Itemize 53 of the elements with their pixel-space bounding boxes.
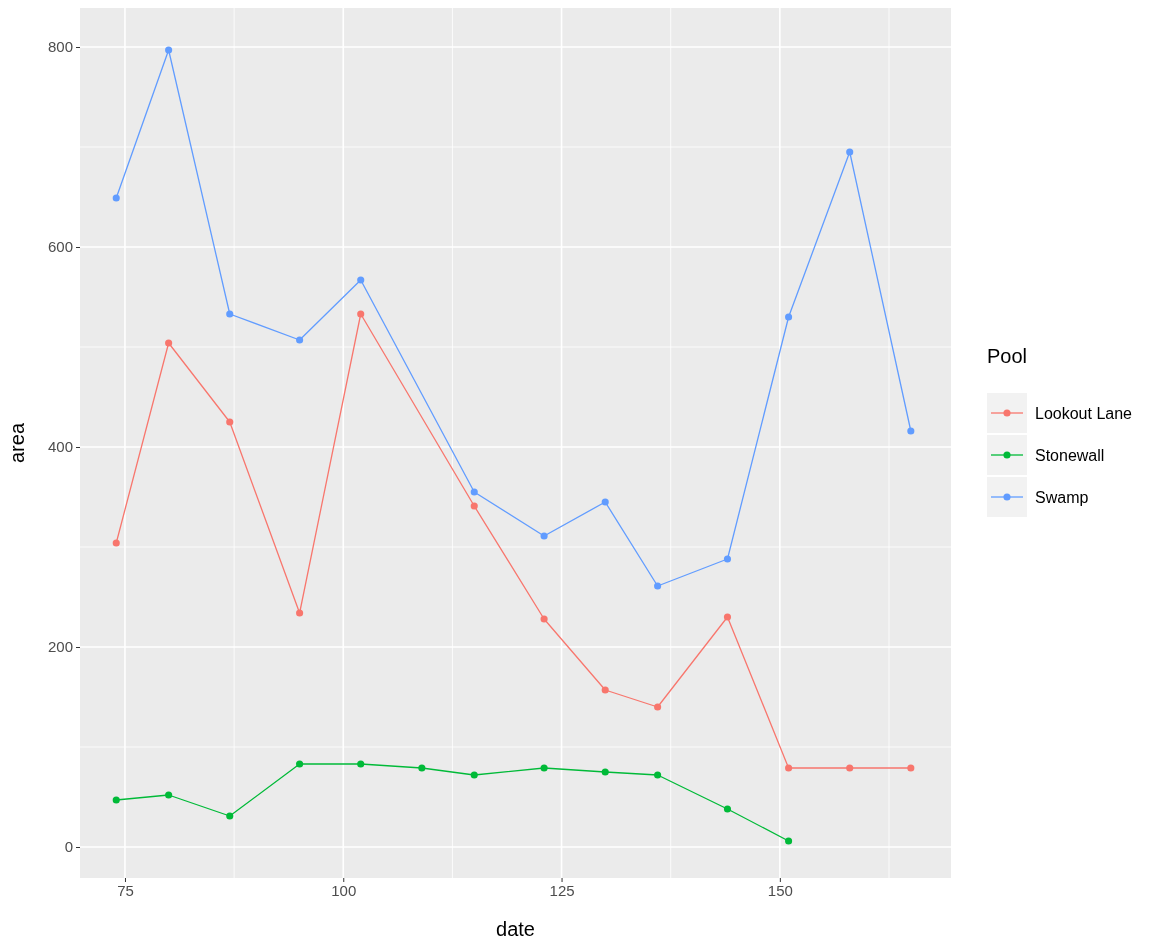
point	[785, 837, 793, 845]
x-axis-title: date	[496, 918, 535, 940]
legend-label: Stonewall	[1035, 447, 1105, 464]
point	[723, 613, 732, 621]
point	[601, 498, 609, 506]
point	[226, 812, 234, 820]
point	[540, 764, 548, 772]
legend-label: Swamp	[1035, 489, 1089, 506]
point	[785, 313, 793, 321]
y-axis-title: area	[6, 422, 28, 464]
y-tick-label: 200	[47, 638, 73, 656]
point	[723, 555, 732, 563]
y-tick-label: 400	[47, 438, 73, 456]
point	[654, 582, 662, 590]
point	[165, 791, 173, 799]
legend-label: Lookout Lane	[1035, 405, 1133, 422]
point	[723, 805, 732, 813]
y-tick-label: 800	[47, 38, 73, 56]
point	[907, 427, 915, 435]
x-tick-label: 125	[549, 881, 575, 899]
point	[470, 771, 478, 779]
point	[907, 764, 915, 772]
point	[296, 609, 304, 617]
x-tick-label: 100	[331, 881, 357, 899]
legend-title: Pool	[987, 345, 1028, 367]
point	[654, 771, 662, 779]
point	[296, 760, 304, 768]
point	[540, 615, 548, 623]
point	[601, 768, 609, 776]
point	[357, 310, 365, 318]
point	[654, 703, 662, 711]
point	[846, 148, 854, 156]
x-tick-label: 150	[767, 881, 793, 899]
point	[357, 760, 365, 768]
point	[540, 532, 548, 540]
point	[112, 194, 120, 202]
point	[470, 488, 478, 496]
point	[226, 310, 234, 318]
point	[226, 418, 234, 426]
point	[112, 539, 120, 547]
point	[846, 764, 854, 772]
y-tick-label: 0	[64, 838, 73, 856]
point	[165, 46, 173, 54]
point	[112, 796, 120, 804]
point	[165, 339, 173, 347]
x-tick-label: 75	[117, 881, 134, 899]
y-tick-label: 600	[47, 238, 73, 256]
point	[296, 336, 304, 344]
point	[601, 686, 609, 694]
point	[357, 276, 365, 284]
point	[785, 764, 793, 772]
point	[470, 502, 478, 510]
point	[418, 764, 426, 772]
